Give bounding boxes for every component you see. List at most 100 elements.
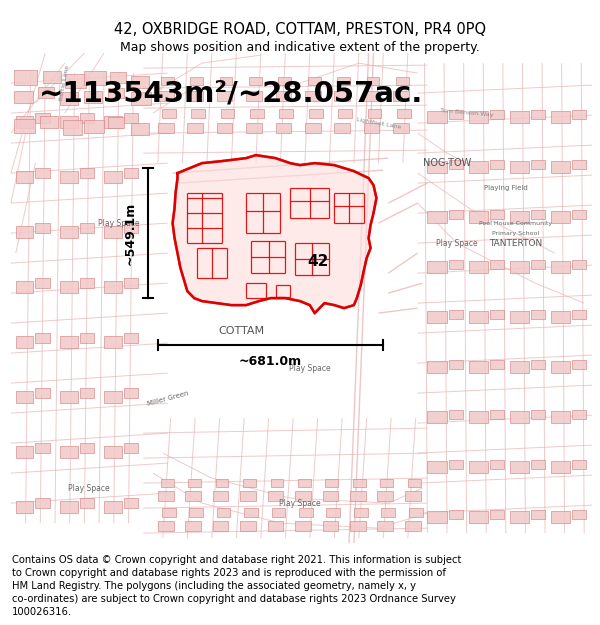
Bar	[124, 443, 139, 453]
Bar	[124, 168, 139, 178]
Bar	[244, 508, 258, 517]
Bar	[449, 410, 463, 419]
Bar	[334, 91, 350, 101]
Bar	[35, 168, 50, 178]
Bar	[469, 111, 488, 123]
Bar	[531, 460, 545, 469]
Bar	[38, 87, 54, 98]
Bar	[469, 211, 488, 223]
Bar	[35, 223, 50, 233]
Bar	[240, 521, 256, 531]
Text: Play Space: Play Space	[279, 499, 321, 508]
Bar	[299, 508, 313, 517]
Bar	[131, 92, 151, 105]
Bar	[250, 109, 264, 118]
Bar	[510, 211, 529, 223]
Bar	[60, 336, 77, 348]
Bar	[397, 109, 411, 118]
Bar	[490, 160, 504, 169]
Bar	[469, 161, 488, 173]
Bar	[572, 410, 586, 419]
Bar	[187, 123, 203, 133]
Bar	[449, 210, 463, 219]
Bar	[79, 388, 94, 398]
Bar	[427, 211, 447, 223]
Bar	[469, 511, 488, 523]
Bar	[531, 260, 545, 269]
Bar	[308, 77, 320, 85]
Bar	[572, 160, 586, 169]
Bar	[275, 123, 291, 133]
Bar	[60, 446, 77, 458]
Bar	[220, 77, 232, 85]
Bar	[367, 77, 379, 85]
Bar	[278, 77, 291, 85]
Bar	[490, 310, 504, 319]
Bar	[572, 110, 586, 119]
Bar	[305, 91, 320, 101]
Bar	[551, 211, 571, 223]
Bar	[551, 461, 571, 473]
Bar	[531, 510, 545, 519]
Bar	[189, 508, 203, 517]
Bar	[43, 71, 61, 83]
Bar	[79, 113, 94, 123]
Text: Play Space: Play Space	[68, 484, 110, 492]
Bar	[551, 261, 571, 273]
Bar	[427, 361, 447, 373]
Bar	[377, 491, 393, 501]
Bar	[275, 91, 291, 101]
Bar	[60, 501, 77, 513]
Bar	[449, 360, 463, 369]
Bar	[131, 76, 149, 88]
Bar	[490, 460, 504, 469]
Bar	[572, 360, 586, 369]
Bar	[382, 508, 395, 517]
Bar	[268, 491, 283, 501]
Bar	[16, 116, 34, 128]
Bar	[79, 168, 94, 178]
Bar	[60, 391, 77, 403]
Bar	[158, 491, 173, 501]
Text: Bartle Lane: Bartle Lane	[59, 65, 70, 101]
Bar	[325, 479, 338, 487]
Bar	[531, 410, 545, 419]
Bar	[35, 498, 50, 508]
Bar	[309, 109, 323, 118]
Bar	[531, 160, 545, 169]
Bar	[337, 77, 350, 85]
Bar	[16, 281, 34, 293]
Bar	[188, 479, 201, 487]
Bar	[393, 123, 409, 133]
Bar	[104, 501, 122, 513]
Bar	[60, 116, 77, 128]
Bar	[449, 460, 463, 469]
Text: 42: 42	[307, 254, 328, 269]
Bar	[16, 391, 34, 403]
Bar	[40, 116, 58, 128]
Bar	[272, 508, 286, 517]
Bar	[213, 521, 229, 531]
Bar	[104, 171, 122, 183]
Bar	[16, 171, 34, 183]
Text: Tom Benson Way: Tom Benson Way	[440, 108, 493, 118]
Bar	[469, 461, 488, 473]
Bar	[427, 511, 447, 523]
Bar	[510, 461, 529, 473]
Bar	[572, 310, 586, 319]
Bar	[490, 360, 504, 369]
Text: Play Space: Play Space	[289, 364, 331, 372]
Text: Miller Green: Miller Green	[146, 390, 189, 406]
Bar	[531, 110, 545, 119]
Bar	[187, 91, 203, 101]
Bar	[490, 260, 504, 269]
Bar	[364, 91, 379, 101]
Bar	[124, 388, 139, 398]
Bar	[380, 479, 393, 487]
Bar	[338, 109, 352, 118]
Bar	[124, 223, 139, 233]
Bar	[490, 510, 504, 519]
Bar	[572, 260, 586, 269]
Bar	[572, 210, 586, 219]
Bar	[162, 508, 176, 517]
